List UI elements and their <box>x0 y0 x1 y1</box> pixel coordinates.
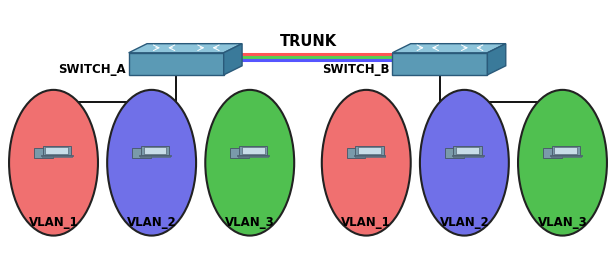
FancyBboxPatch shape <box>354 155 386 156</box>
FancyBboxPatch shape <box>46 147 68 154</box>
Text: SWITCH_B: SWITCH_B <box>322 63 389 76</box>
Text: VLAN_1: VLAN_1 <box>28 216 78 229</box>
FancyBboxPatch shape <box>551 146 580 155</box>
Text: VLAN_1: VLAN_1 <box>341 216 391 229</box>
FancyBboxPatch shape <box>129 53 224 75</box>
FancyBboxPatch shape <box>144 147 166 154</box>
Ellipse shape <box>107 90 196 236</box>
FancyBboxPatch shape <box>42 156 72 157</box>
FancyBboxPatch shape <box>34 148 53 158</box>
Polygon shape <box>392 44 506 53</box>
Ellipse shape <box>9 90 98 236</box>
FancyBboxPatch shape <box>543 148 562 158</box>
FancyBboxPatch shape <box>132 148 151 158</box>
FancyBboxPatch shape <box>237 155 269 156</box>
FancyBboxPatch shape <box>241 147 265 154</box>
FancyBboxPatch shape <box>456 147 479 154</box>
Text: TRUNK: TRUNK <box>280 34 336 49</box>
Ellipse shape <box>518 90 607 236</box>
Polygon shape <box>487 44 506 75</box>
Text: VLAN_3: VLAN_3 <box>538 216 588 229</box>
Ellipse shape <box>322 90 411 236</box>
FancyBboxPatch shape <box>445 148 463 158</box>
Ellipse shape <box>205 90 294 236</box>
Ellipse shape <box>420 90 509 236</box>
Text: VLAN_2: VLAN_2 <box>439 216 489 229</box>
FancyBboxPatch shape <box>355 156 384 157</box>
FancyBboxPatch shape <box>453 156 483 157</box>
FancyBboxPatch shape <box>238 156 268 157</box>
FancyBboxPatch shape <box>139 155 171 156</box>
FancyBboxPatch shape <box>550 155 582 156</box>
FancyBboxPatch shape <box>453 146 482 155</box>
FancyBboxPatch shape <box>355 146 384 155</box>
FancyBboxPatch shape <box>551 156 581 157</box>
Polygon shape <box>224 44 242 75</box>
FancyBboxPatch shape <box>41 155 73 156</box>
FancyBboxPatch shape <box>140 156 170 157</box>
FancyBboxPatch shape <box>239 146 267 155</box>
FancyBboxPatch shape <box>347 148 365 158</box>
FancyBboxPatch shape <box>140 146 169 155</box>
Polygon shape <box>129 44 242 53</box>
FancyBboxPatch shape <box>392 53 487 75</box>
FancyBboxPatch shape <box>43 146 71 155</box>
FancyBboxPatch shape <box>358 147 381 154</box>
FancyBboxPatch shape <box>554 147 577 154</box>
FancyBboxPatch shape <box>230 148 249 158</box>
FancyBboxPatch shape <box>452 155 484 156</box>
Text: VLAN_2: VLAN_2 <box>127 216 177 229</box>
Text: VLAN_3: VLAN_3 <box>225 216 275 229</box>
Text: SWITCH_A: SWITCH_A <box>58 63 126 76</box>
